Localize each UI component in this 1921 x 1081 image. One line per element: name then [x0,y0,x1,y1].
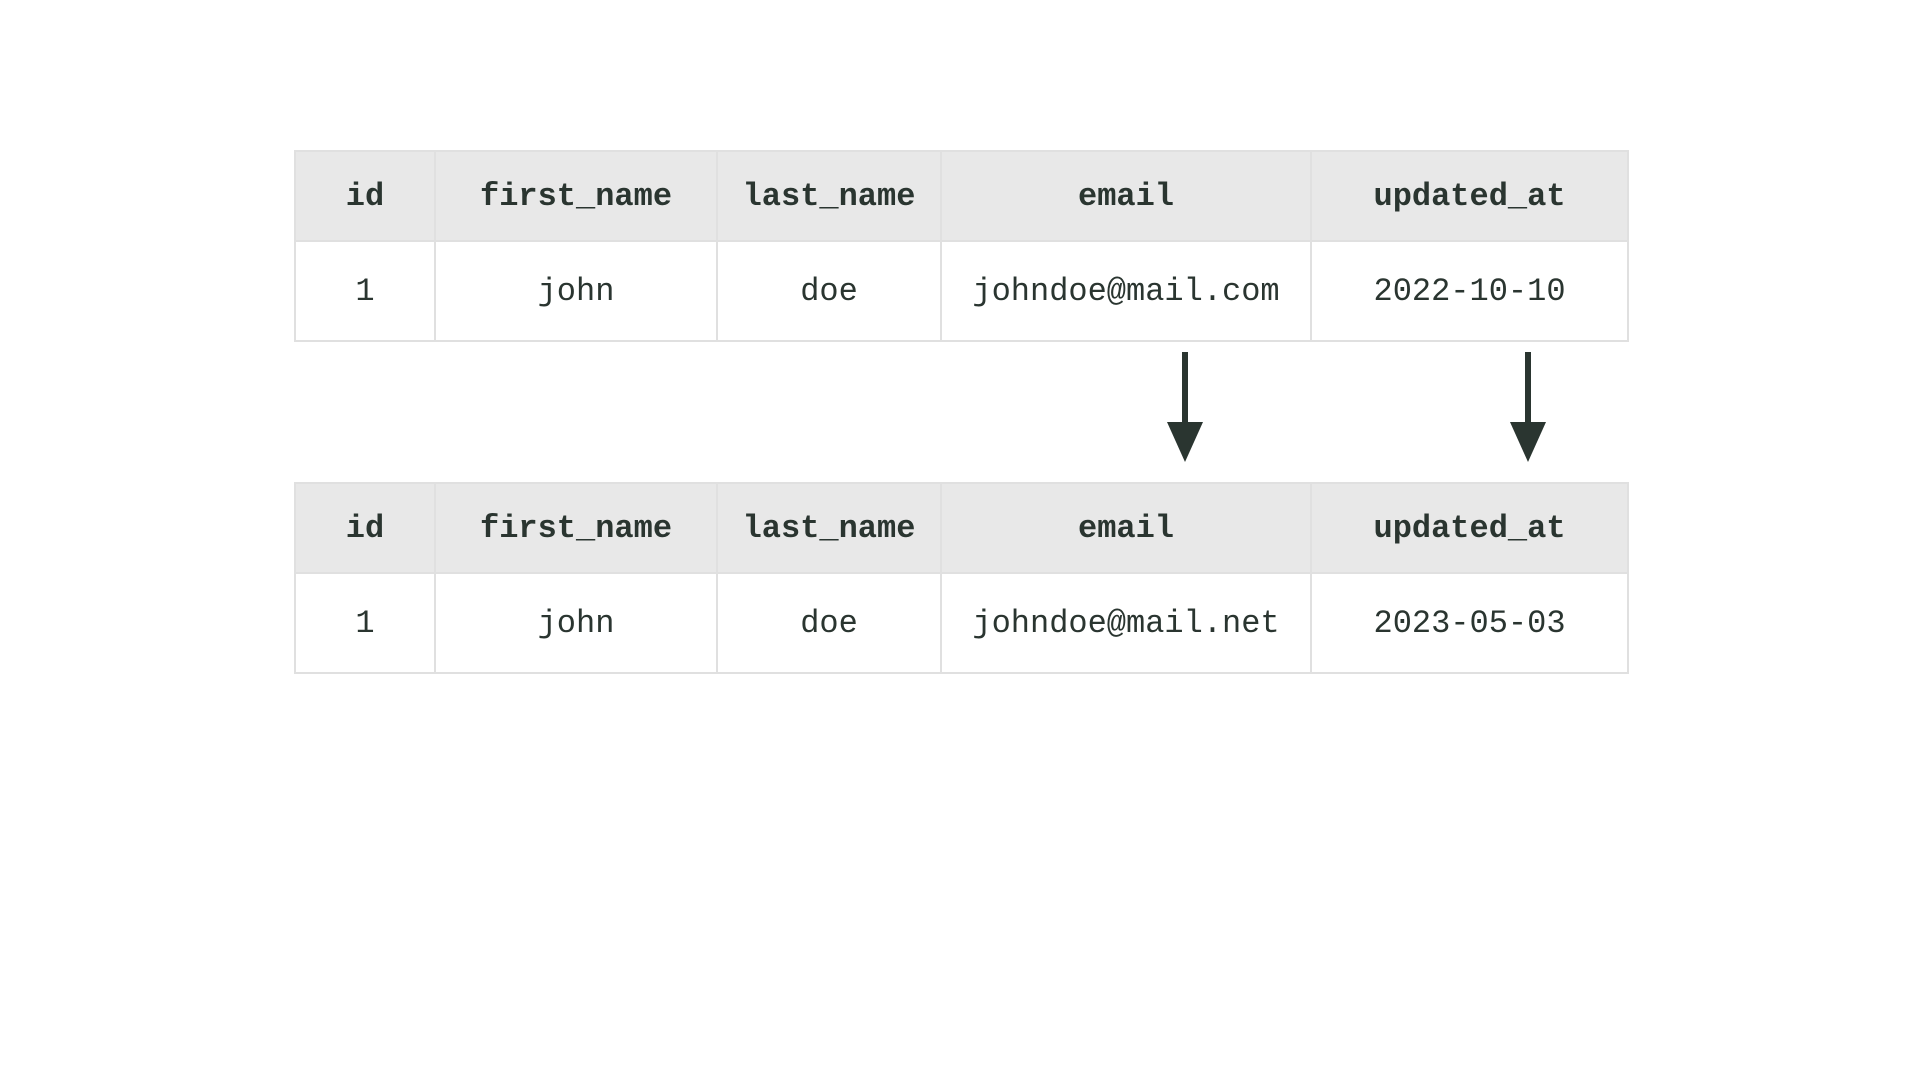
cell-id: 1 [295,573,435,673]
cell-id: 1 [295,241,435,341]
cell-email: johndoe@mail.com [941,241,1311,341]
col-header-id: id [295,151,435,241]
cell-updated-at: 2022-10-10 [1311,241,1628,341]
table-before: id first_name last_name email updated_at… [294,150,1629,342]
col-header-email: email [941,483,1311,573]
col-header-last-name: last_name [717,151,941,241]
arrow-down-icon [1155,352,1215,462]
table-header-row: id first_name last_name email updated_at [295,151,1628,241]
cell-last-name: doe [717,573,941,673]
arrow-down-icon [1498,352,1558,462]
col-header-updated-at: updated_at [1311,483,1628,573]
col-header-last-name: last_name [717,483,941,573]
cell-email: johndoe@mail.net [941,573,1311,673]
col-header-updated-at: updated_at [1311,151,1628,241]
cell-updated-at: 2023-05-03 [1311,573,1628,673]
table-header-row: id first_name last_name email updated_at [295,483,1628,573]
table-after: id first_name last_name email updated_at… [294,482,1629,674]
col-header-id: id [295,483,435,573]
col-header-first-name: first_name [435,483,717,573]
cell-first-name: john [435,241,717,341]
table-row: 1 john doe johndoe@mail.com 2022-10-10 [295,241,1628,341]
table-row: 1 john doe johndoe@mail.net 2023-05-03 [295,573,1628,673]
arrows-row [294,342,1627,482]
col-header-first-name: first_name [435,151,717,241]
cell-first-name: john [435,573,717,673]
diagram-container: id first_name last_name email updated_at… [294,150,1627,674]
cell-last-name: doe [717,241,941,341]
col-header-email: email [941,151,1311,241]
